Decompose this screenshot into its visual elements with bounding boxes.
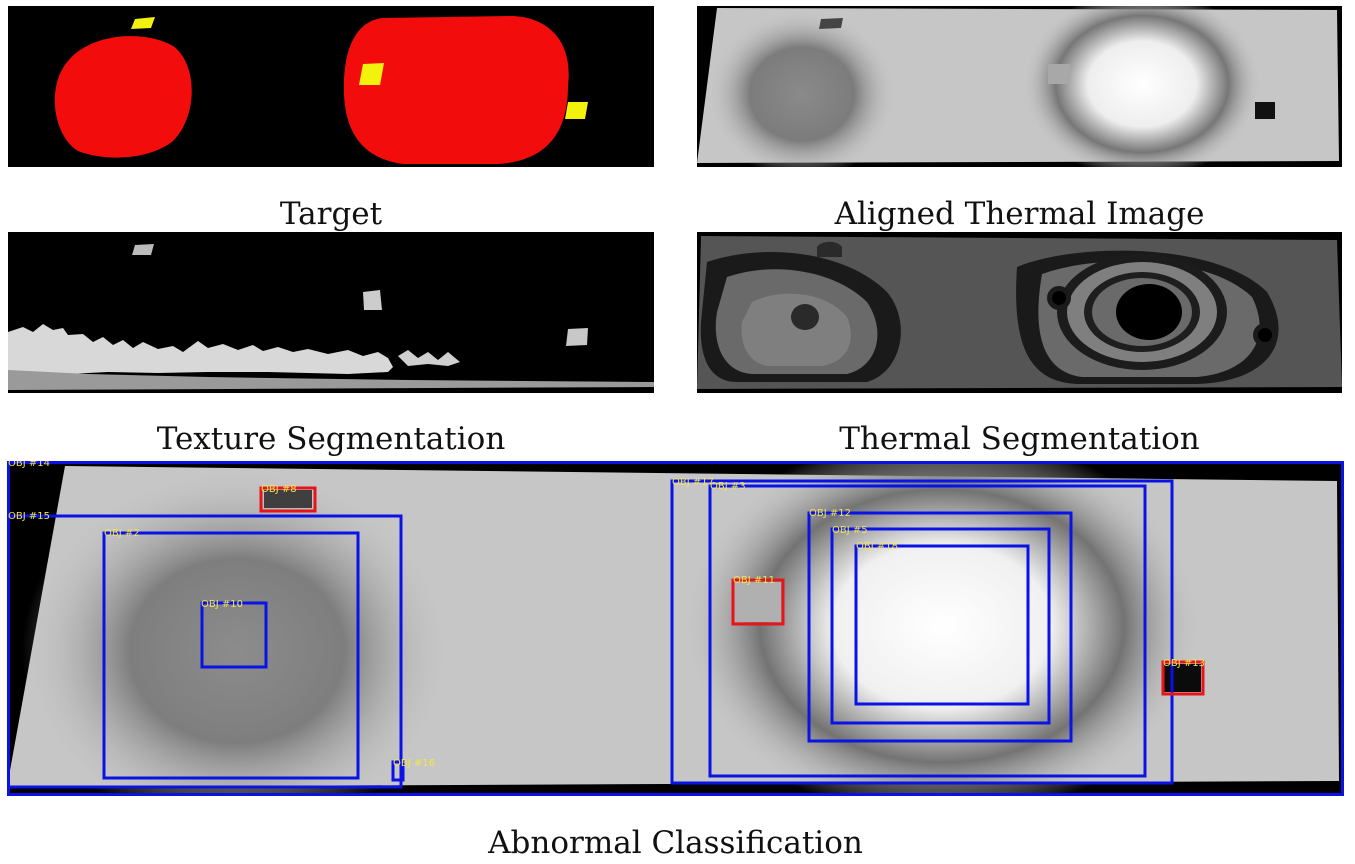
caption-thermal-segmentation: Thermal Segmentation [839,421,1200,457]
caption-abnormal-classification: Abnormal Classification [488,825,863,861]
caption-texture-segmentation: Texture Segmentation [156,421,506,457]
obj-5-label: OBJ #5 [832,525,868,536]
obj-10-box [200,601,268,669]
target-image [8,6,654,167]
caption-aligned-thermal: Aligned Thermal Image [834,196,1205,232]
thermal-segmentation-image [697,232,1342,393]
obj-15-label: OBJ #15 [8,511,50,522]
obj-2-label: OBJ #2 [104,528,140,539]
obj-13-label: OBJ #13 [1163,658,1205,669]
obj-13-box [1161,660,1205,696]
obj-3-label: OBJ #3 [710,481,746,492]
obj-14-label: OBJ #14 [8,461,50,469]
texture-segmentation-image [8,232,654,393]
aligned-thermal-image [697,6,1342,167]
obj-10-label: OBJ #10 [201,599,243,610]
obj-17-label: OBJ #17 [672,477,714,488]
obj-5-box [830,527,1051,725]
obj-18-box [854,544,1030,706]
obj-16-label: OBJ #16 [393,758,435,769]
obj-8-box [259,486,317,513]
obj-17-box [670,479,1174,785]
obj-15-box [7,514,403,789]
obj-12-box [807,511,1073,743]
obj-2-box [102,531,360,780]
caption-target: Target [279,196,383,232]
obj-11-label: OBJ #11 [733,575,775,586]
obj-8-label: OBJ #8 [261,484,297,495]
obj-11-box [731,578,785,626]
abnormal-classification-image: OBJ #14 OBJ #15 OBJ #8 OBJ #2 OBJ #10 OB… [7,461,1344,796]
obj-12-label: OBJ #12 [809,508,851,519]
obj-3-box [708,484,1147,778]
obj-18-label: OBJ #18 [856,541,898,552]
obj-16-box [391,760,405,782]
